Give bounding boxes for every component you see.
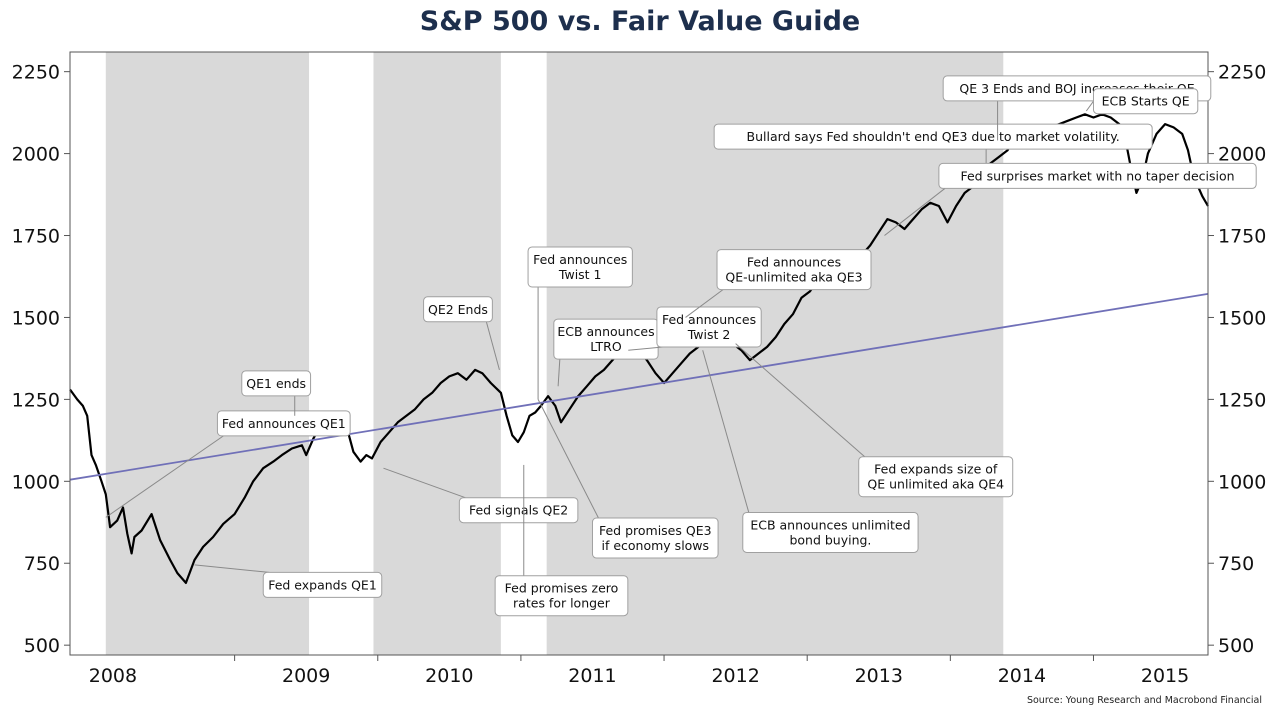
- x-tick-label-2010: 2010: [425, 665, 473, 687]
- annotation-text-12-0: Fed expands size of: [874, 462, 998, 477]
- annotation-box-9: [656, 306, 762, 348]
- y-tick-label-right-2000: 2000: [1218, 144, 1266, 166]
- annotation-box-2: [241, 370, 312, 397]
- annotation-box-7: [494, 575, 629, 617]
- annotation-box-14: [938, 162, 1257, 189]
- y-tick-label-right-1250: 1250: [1218, 389, 1266, 411]
- annotation-text-5-0: Fed announces: [533, 252, 627, 267]
- source-note: Source: Young Research and Macrobond Fin…: [1026, 695, 1262, 706]
- y-tick-label-left-1750: 1750: [12, 226, 60, 248]
- annotation-leader-11: [702, 350, 750, 513]
- y-tick-label-right-750: 750: [1218, 553, 1254, 575]
- y-tick-label-left-1250: 1250: [12, 389, 60, 411]
- annotation-box-1: [262, 571, 383, 598]
- y-tick-label-left-500: 500: [24, 635, 60, 657]
- y-tick-label-left-2000: 2000: [12, 144, 60, 166]
- annotation-box-5: [527, 246, 633, 288]
- annotation-text-10-1: QE-unlimited aka QE3: [725, 270, 862, 285]
- annotation-text-7-1: rates for longer: [513, 596, 611, 611]
- annotation-box-10: [716, 249, 872, 291]
- x-tick-label-2014: 2014: [998, 665, 1046, 687]
- annotation-text-6-0: ECB announces: [557, 324, 654, 339]
- annotation-text-4-0: Fed signals QE2: [469, 503, 568, 518]
- annotation-leader-10: [685, 289, 724, 318]
- annotation-text-9-0: Fed announces: [662, 312, 756, 327]
- x-tick-label-2009: 2009: [282, 665, 330, 687]
- annotation-box-0: [216, 410, 351, 437]
- y-tick-label-right-500: 500: [1218, 635, 1254, 657]
- annotation-text-8-0: Fed promises QE3: [599, 523, 712, 538]
- annotation-box-3: [423, 296, 493, 323]
- annotation-text-5-1: Twist 1: [558, 267, 602, 282]
- y-tick-label-right-1000: 1000: [1218, 471, 1266, 493]
- annotation-leader-8: [537, 399, 599, 519]
- y-tick-label-right-1500: 1500: [1218, 307, 1266, 329]
- annotation-text-11-0: ECB announces unlimited: [750, 517, 910, 532]
- annotation-text-12-1: QE unlimited aka QE4: [867, 477, 1004, 492]
- annotation-box-12: [858, 456, 1014, 498]
- annotation-text-3-0: QE2 Ends: [428, 302, 488, 317]
- y-tick-label-right-1750: 1750: [1218, 226, 1266, 248]
- x-tick-label-2011: 2011: [568, 665, 616, 687]
- x-tick-label-2008: 2008: [89, 665, 137, 687]
- chart-title: S&P 500 vs. Fair Value Guide: [419, 6, 861, 37]
- series-line-1: [69, 293, 1209, 481]
- annotation-leader-1: [194, 564, 270, 573]
- shaded-period-1: [373, 52, 501, 655]
- annotation-text-0-0: Fed announces QE1: [222, 416, 346, 431]
- annotation-text-2-0: QE1 ends: [246, 376, 306, 391]
- annotation-layer: Fed announces QE1 Fed expands QE1 QE1 ends…: [105, 75, 1257, 617]
- annotation-text-1-0: Fed expands QE1: [268, 577, 377, 592]
- annotation-text-9-1: Twist 2: [687, 327, 731, 342]
- annotation-text-16-0: ECB Starts QE: [1102, 94, 1190, 109]
- annotation-leader-3: [485, 321, 500, 371]
- y-tick-label-left-2250: 2250: [12, 62, 60, 84]
- annotation-text-6-1: LTRO: [590, 339, 622, 354]
- annotation-text-11-1: bond buying.: [789, 532, 871, 547]
- y-tick-label-left-1500: 1500: [12, 307, 60, 329]
- annotation-text-8-1: if economy slows: [602, 538, 710, 553]
- annotation-text-13-0: Bullard says Fed shouldn't end QE3 due t…: [747, 129, 1120, 144]
- annotation-box-11: [742, 511, 919, 553]
- axes-layer: 500 500 750 750 1000 1000 1250 1250 1500 1500 1750…: [12, 51, 1266, 687]
- y-tick-label-left-750: 750: [24, 553, 60, 575]
- annotation-leader-12: [735, 343, 866, 458]
- annotation-box-4: [458, 497, 579, 524]
- y-tick-label-left-1000: 1000: [12, 471, 60, 493]
- plot-frame: [69, 51, 1209, 656]
- annotation-leader-6: [557, 359, 561, 387]
- x-tick-label-2012: 2012: [711, 665, 759, 687]
- x-tick-label-2013: 2013: [855, 665, 903, 687]
- shaded-period-0: [105, 52, 310, 655]
- x-tick-label-2015: 2015: [1141, 665, 1189, 687]
- annotation-box-8: [591, 517, 719, 559]
- annotation-leader-9: [628, 346, 663, 351]
- annotation-text-10-0: Fed announces: [747, 255, 841, 270]
- annotation-text-14-0: Fed surprises market with no taper decis…: [960, 168, 1234, 183]
- annotation-box-13: [713, 123, 1153, 150]
- annotation-leader-14: [884, 188, 946, 236]
- annotation-leader-16: [1085, 100, 1094, 112]
- annotation-text-7-0: Fed promises zero: [505, 581, 619, 596]
- annotation-leader-0: [105, 435, 224, 518]
- y-tick-label-right-2250: 2250: [1218, 62, 1266, 84]
- annotation-leader-4: [383, 467, 466, 499]
- annotation-box-16: [1092, 88, 1199, 115]
